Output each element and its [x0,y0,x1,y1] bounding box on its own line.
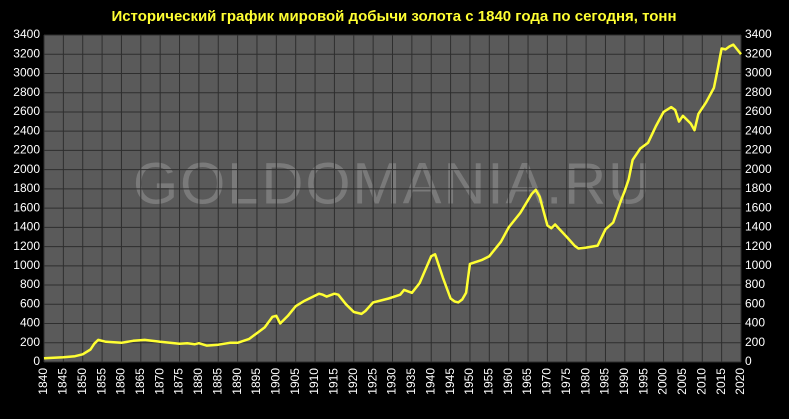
x-tick-label: 1850 [75,368,89,395]
y2-tick-label: 1400 [745,220,772,234]
x-tick-label: 1845 [56,368,70,395]
x-tick-label: 2000 [656,368,670,395]
x-tick-label: 1930 [385,368,399,395]
y2-tick-label: 400 [745,316,765,330]
y-tick-label: 200 [20,335,40,349]
x-tick-label: 1945 [443,368,457,395]
x-tick-label: 2010 [694,368,708,395]
x-tick-label: 1920 [346,368,360,395]
x-tick-label: 1865 [133,368,147,395]
chart-title: Исторический график мировой добычи золот… [111,8,676,25]
x-tick-label: 1985 [598,368,612,395]
y2-tick-label: 2800 [745,85,772,99]
x-tick-label: 1895 [249,368,263,395]
x-tick-label: 1975 [559,368,573,395]
x-tick-label: 1900 [269,368,283,395]
x-tick-label: 1910 [307,368,321,395]
x-tick-label: 1950 [462,368,476,395]
y-tick-label: 1600 [13,200,40,214]
x-tick-label: 1980 [578,368,592,395]
y2-tick-label: 800 [745,277,765,291]
data-line [43,43,742,360]
x-tick-label: 1840 [36,368,50,395]
watermark: GOLDOMANIA.RU [133,151,652,216]
x-tick-label: 1965 [520,368,534,395]
y-tick-label: 400 [20,316,40,330]
y-tick-label: 1400 [13,220,40,234]
x-tick-label: 2015 [714,368,728,395]
x-tick-label: 1880 [191,368,205,395]
x-tick-label: 1855 [94,368,108,395]
y-tick-label: 600 [20,296,40,310]
y-tick-label: 2400 [13,123,40,137]
y-tick-label: 800 [20,277,40,291]
y-tick-label: 3200 [13,46,40,60]
x-tick-label: 1905 [288,368,302,395]
y2-tick-label: 1800 [745,181,772,195]
y2-tick-label: 0 [745,354,752,368]
y-tick-label: 1800 [13,181,40,195]
x-tick-label: 1925 [365,368,379,395]
x-tick-label: 2020 [733,368,747,395]
y-tick-label: 0 [33,354,40,368]
x-tick-label: 1890 [230,368,244,395]
y2-tick-label: 2200 [745,143,772,157]
x-tick-label: 1990 [617,368,631,395]
x-tick-label: 1955 [481,368,495,395]
y2-tick-label: 200 [745,335,765,349]
x-tick-label: 1870 [152,368,166,395]
x-tick-label: 1875 [172,368,186,395]
y2-tick-label: 2000 [745,162,772,176]
y2-tick-label: 1000 [745,258,772,272]
x-tick-label: 1915 [327,368,341,395]
y-tick-label: 1200 [13,239,40,253]
y-tick-label: 2800 [13,85,40,99]
x-tick-label: 1935 [404,368,418,395]
y2-tick-label: 3000 [745,66,772,80]
x-tick-label: 2005 [675,368,689,395]
x-tick-label: 1960 [501,368,515,395]
y2-tick-label: 1200 [745,239,772,253]
y2-tick-label: 2400 [745,123,772,137]
y-tick-label: 2000 [13,162,40,176]
y-tick-label: 3400 [13,27,40,41]
x-tick-label: 1860 [114,368,128,395]
y-tick-label: 1000 [13,258,40,272]
y2-tick-label: 3400 [745,27,772,41]
y2-tick-label: 1600 [745,200,772,214]
y-tick-label: 2200 [13,143,40,157]
x-tick-label: 1995 [636,368,650,395]
x-tick-label: 1970 [540,368,554,395]
x-tick-label: 1885 [210,368,224,395]
y2-tick-label: 600 [745,296,765,310]
y-tick-label: 2600 [13,104,40,118]
y2-tick-label: 3200 [745,46,772,60]
x-tick-label: 1940 [423,368,437,395]
y-tick-label: 3000 [13,66,40,80]
y2-tick-label: 2600 [745,104,772,118]
